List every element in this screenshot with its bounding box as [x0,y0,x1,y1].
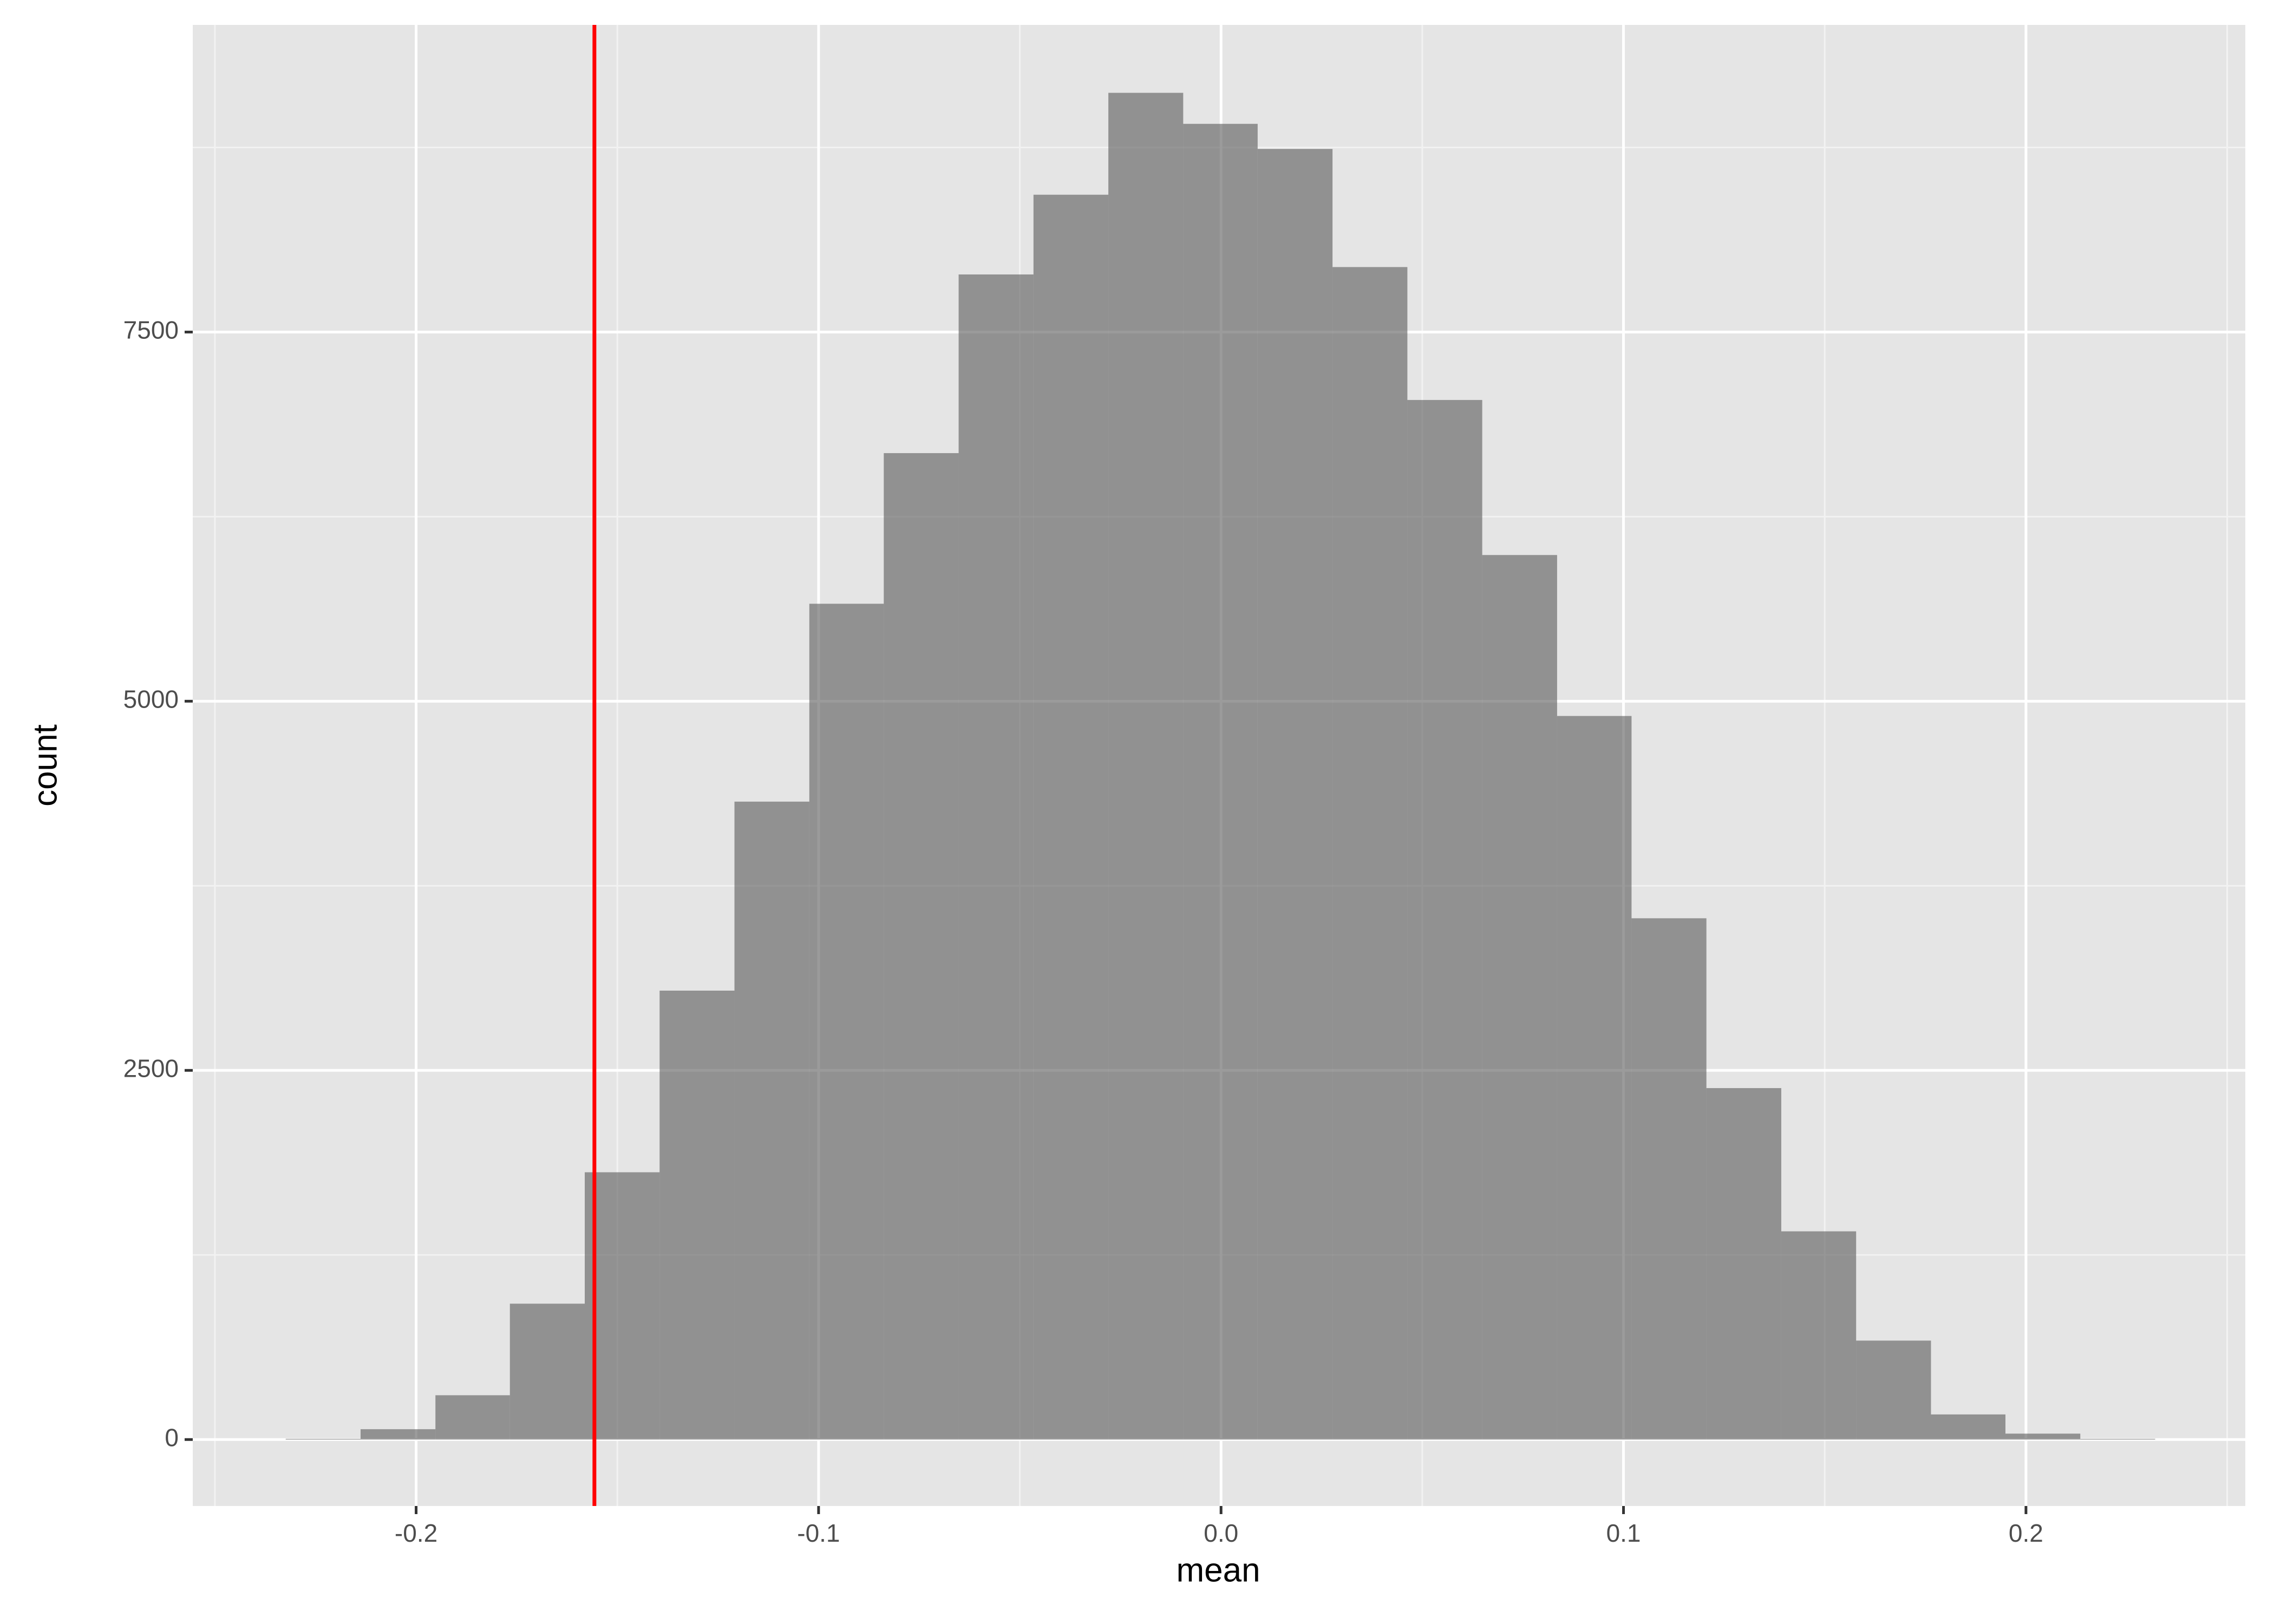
histogram-bar [585,1172,660,1440]
bars [285,25,2155,1506]
histogram-bar [2005,1433,2081,1440]
histogram-bar [1108,93,1184,1440]
x-axis-title: mean [1176,1551,1260,1589]
histogram-bar [1183,123,1258,1440]
histogram-bar [659,990,735,1440]
histogram-bar [509,1304,585,1440]
histogram-bar [1706,1088,1781,1440]
y-tick-label: 7500 [123,316,179,344]
histogram-bar [1407,400,1482,1440]
y-tick-label: 0 [165,1423,179,1451]
histogram-bar [1033,194,1109,1440]
histogram-bar [958,274,1034,1440]
y-tick-label: 5000 [123,685,179,713]
x-tick-label: 0.0 [1204,1519,1238,1547]
histogram-bar [1781,1231,1857,1440]
x-tick-label: 0.2 [2009,1519,2043,1547]
histogram-bar [809,604,884,1440]
histogram-bar [1332,267,1408,1440]
histogram-bar [1482,555,1557,1440]
x-tick-label: -0.2 [395,1519,437,1547]
histogram-bar [360,1429,436,1440]
histogram-bar [1931,1414,2005,1440]
x-tick-label: 0.1 [1606,1519,1641,1547]
histogram-bar [1631,918,1707,1440]
y-axis-title: count [27,724,64,807]
histogram-bar [734,801,809,1440]
y-tick-label: 2500 [123,1054,179,1082]
histogram-bar [1557,716,1632,1440]
histogram-bar [884,453,959,1440]
histogram-bar [1856,1340,1931,1440]
x-tick-label: -0.1 [797,1519,840,1547]
histogram-bar [1257,149,1333,1440]
axes: -0.2 -0.1 0.0 0.1 0.2 0 2500 5000 7500 [123,316,2043,1548]
histogram-bar [435,1395,510,1440]
